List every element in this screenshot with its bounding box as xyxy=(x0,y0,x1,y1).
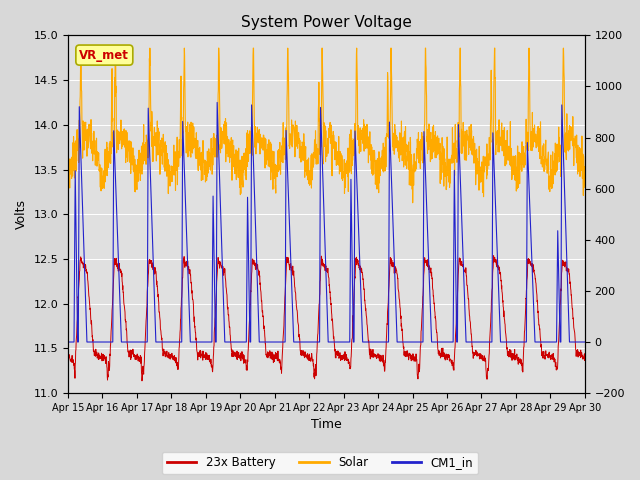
Y-axis label: Volts: Volts xyxy=(15,199,28,229)
Title: System Power Voltage: System Power Voltage xyxy=(241,15,412,30)
X-axis label: Time: Time xyxy=(311,419,342,432)
Legend: 23x Battery, Solar, CM1_in: 23x Battery, Solar, CM1_in xyxy=(162,452,478,474)
Text: VR_met: VR_met xyxy=(79,48,129,61)
